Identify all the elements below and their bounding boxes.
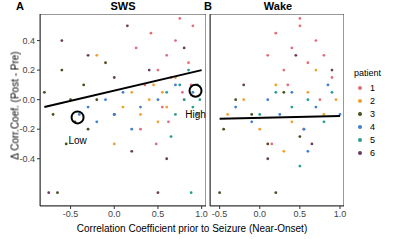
html-text:Wake: Wake [263,0,293,12]
html-text:5: 5 [370,134,375,145]
svg-text:0.0: 0.0 [22,95,35,105]
svg-text:-0.5: -0.5 [63,209,79,219]
html-text:3: 3 [370,108,375,119]
html-text:B: B [204,0,212,12]
html-text:A: A [16,0,24,12]
html-text:Correlation Coefficient prior: Correlation Coefficient prior to Seizure… [76,223,308,234]
svg-text:0.5: 0.5 [294,209,307,219]
svg-text:1.0: 1.0 [334,209,347,219]
svg-text:-0.5: -0.5 [212,209,228,219]
html-text:6: 6 [370,147,375,158]
html-text:Δ Corr.Coef. (Post - Pre): Δ Corr.Coef. (Post - Pre) [9,51,21,160]
svg-text:-0.4: -0.4 [19,154,35,164]
html-text:patient: patient [354,68,381,78]
svg-text:Low: Low [68,135,87,146]
svg-text:High: High [185,109,206,120]
html-text:2: 2 [370,95,375,106]
svg-text:1.0: 1.0 [195,209,208,219]
svg-text:0.0: 0.0 [108,209,121,219]
html-text:1: 1 [370,82,375,93]
svg-text:0.2: 0.2 [22,65,35,75]
html-text:SWS: SWS [110,0,136,12]
svg-text:0.4: 0.4 [22,36,35,46]
html-text:4: 4 [370,121,375,132]
svg-text:-0.2: -0.2 [19,124,35,134]
svg-text:0.5: 0.5 [152,209,165,219]
svg-text:0.0: 0.0 [253,209,266,219]
